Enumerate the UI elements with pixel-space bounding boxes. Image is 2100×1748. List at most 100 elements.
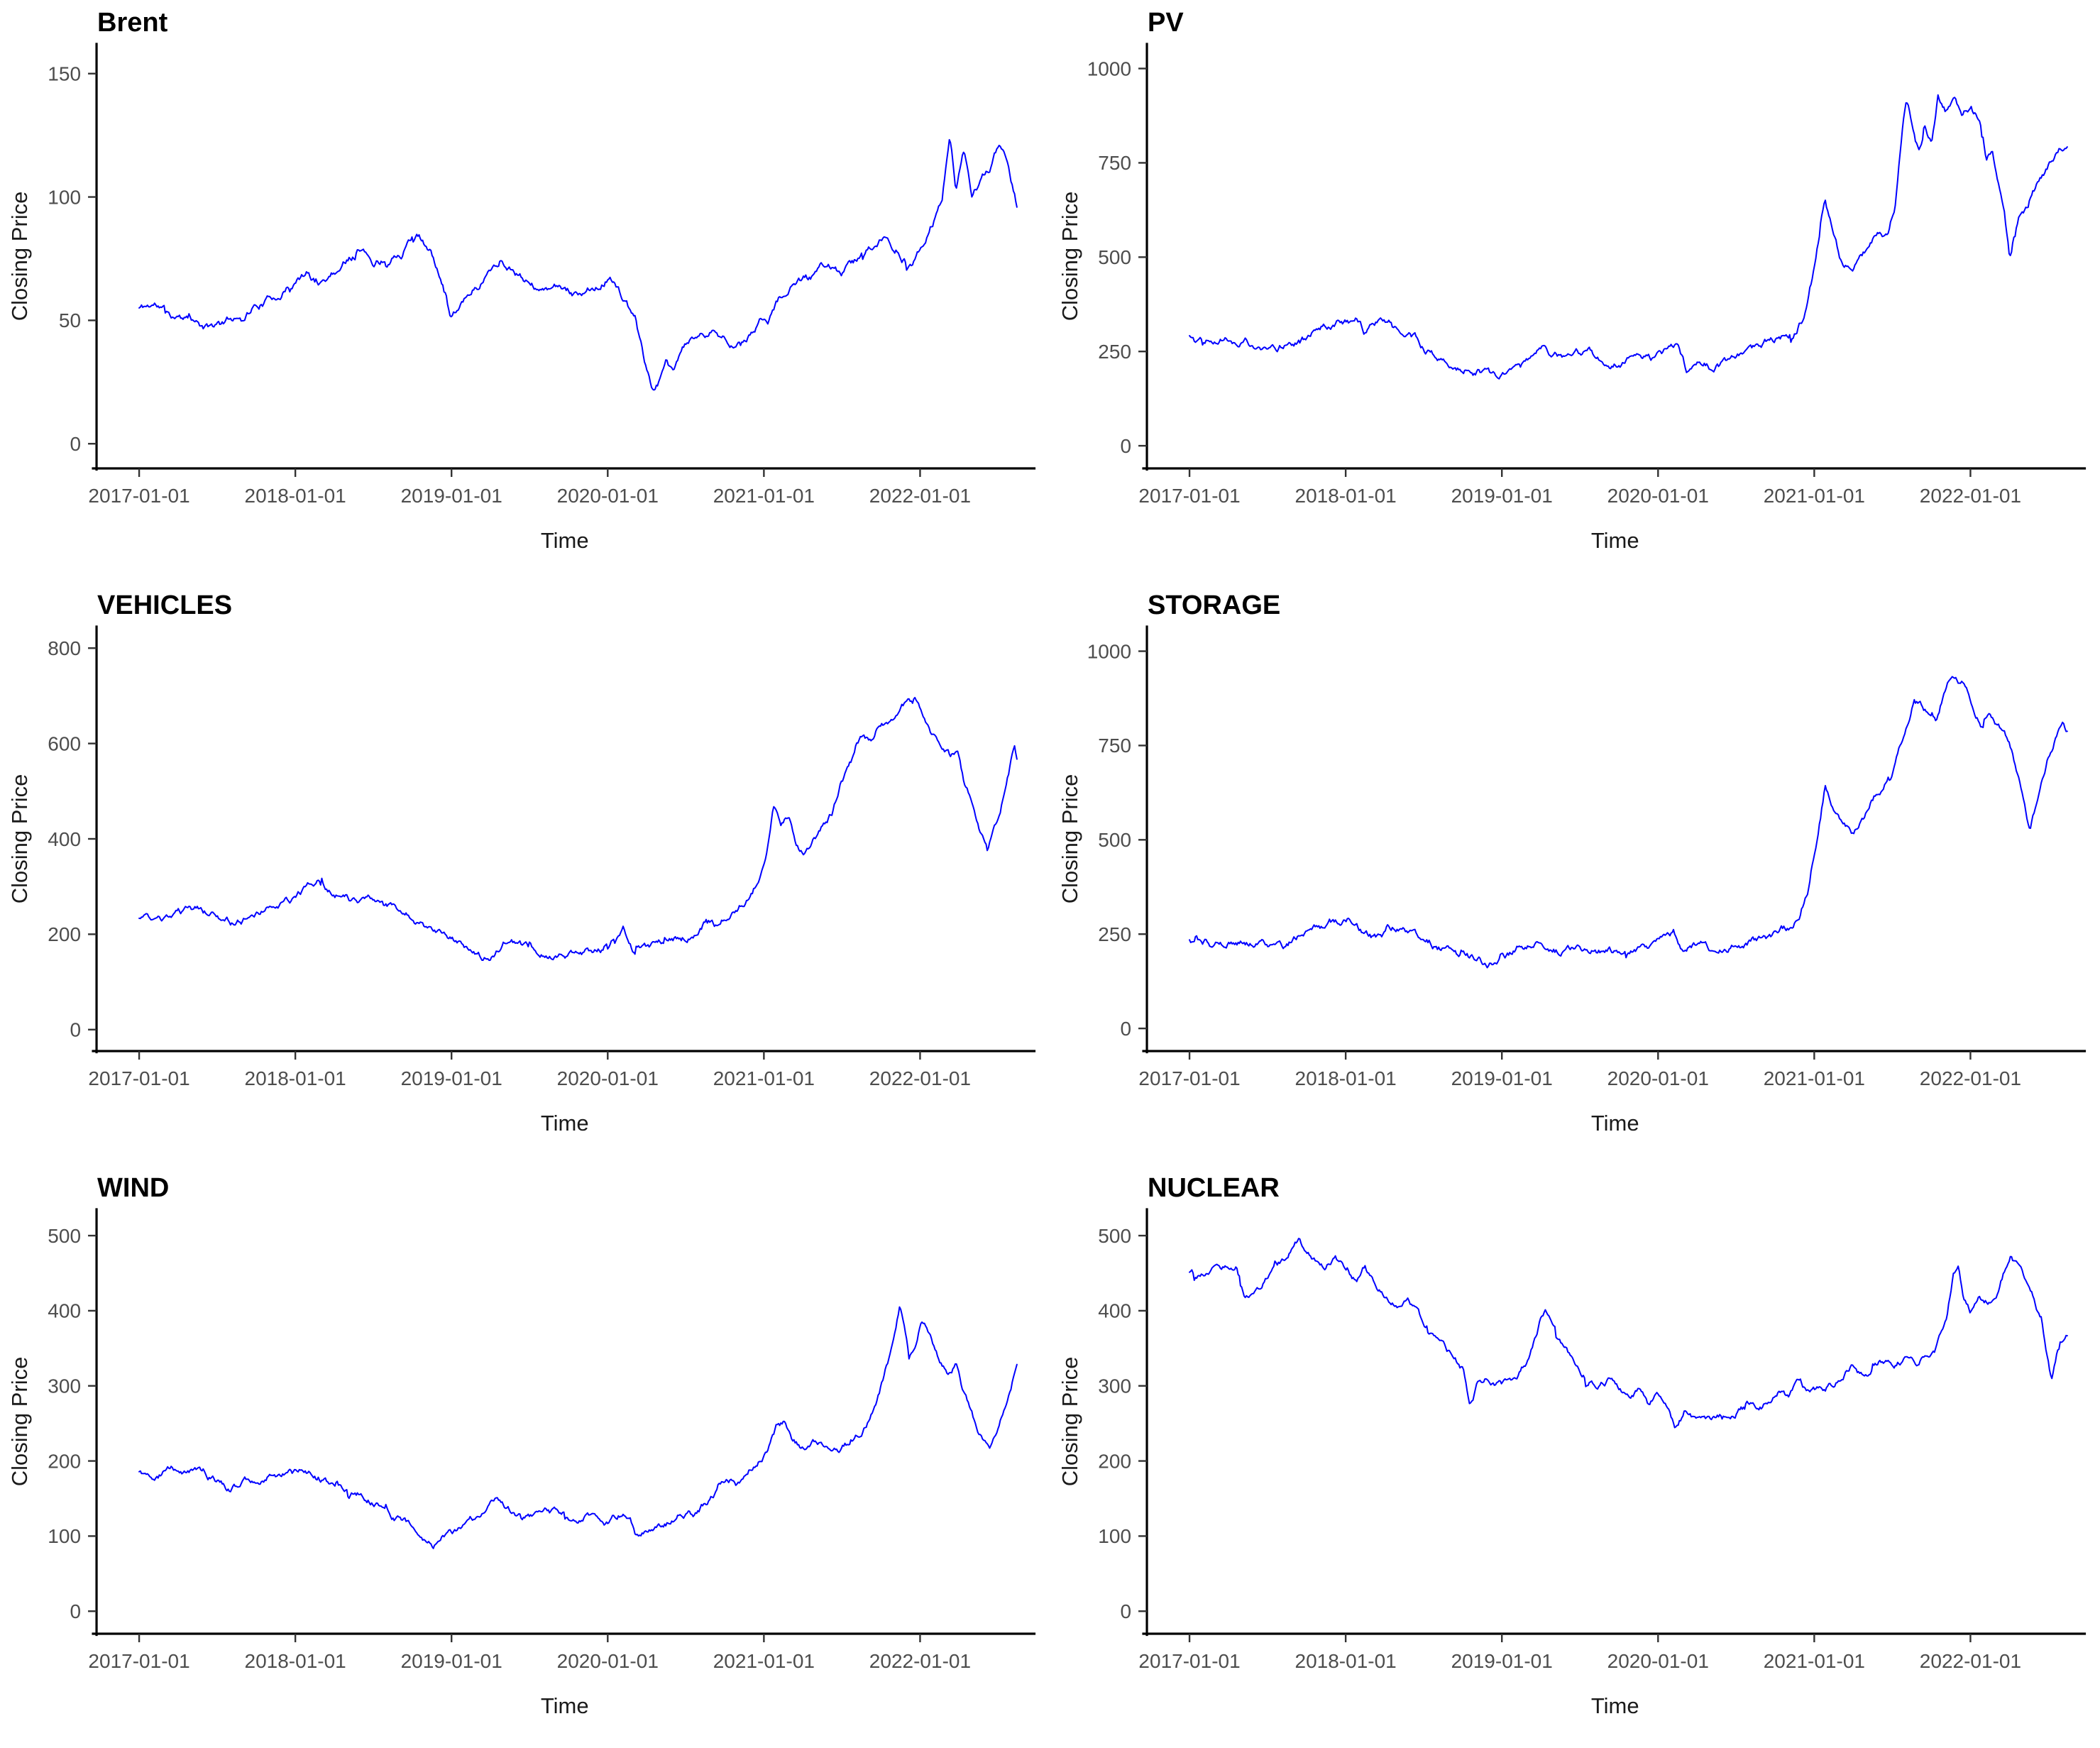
y-tick-label: 0 bbox=[70, 1019, 81, 1041]
x-tick-label: 2021-01-01 bbox=[1763, 1067, 1864, 1089]
chart-title: PV bbox=[1148, 8, 1184, 38]
y-tick-label: 150 bbox=[48, 63, 81, 85]
x-axis-title: Time bbox=[541, 1111, 589, 1136]
y-tick-label: 600 bbox=[48, 732, 81, 754]
chart-svg: 0 250 500 750 1000 2017-01-01 2018-01-01 2019-0… bbox=[1057, 590, 2086, 1136]
x-tick-label: 2021-01-01 bbox=[713, 485, 815, 507]
y-tick-label: 400 bbox=[1098, 1300, 1131, 1322]
x-tick-label: 2018-01-01 bbox=[245, 1650, 346, 1672]
chart-svg: 0 200 400 600 800 2017-01-01 2018-01-01 2019-01… bbox=[7, 590, 1036, 1136]
series-line bbox=[1188, 676, 2068, 969]
x-tick-label: 2020-01-01 bbox=[557, 1067, 659, 1089]
x-tick-label: 2019-01-01 bbox=[401, 1650, 502, 1672]
y-axis-title: Closing Price bbox=[1057, 774, 1082, 904]
series-line bbox=[138, 696, 1018, 962]
series-line bbox=[1188, 1238, 2068, 1429]
x-axis-title: Time bbox=[1590, 528, 1639, 553]
chart-panel: 0 100 200 300 400 500 2017-01-01 2018-01-01 2019… bbox=[1050, 1165, 2100, 1748]
y-tick-label: 50 bbox=[59, 309, 81, 331]
x-axis-title: Time bbox=[541, 528, 589, 553]
chart-title: WIND bbox=[97, 1173, 169, 1203]
y-tick-label: 300 bbox=[48, 1375, 81, 1397]
y-tick-label: 200 bbox=[1098, 1450, 1131, 1472]
x-tick-label: 2019-01-01 bbox=[1451, 1067, 1552, 1089]
y-axis-title: Closing Price bbox=[7, 774, 32, 904]
y-tick-label: 300 bbox=[1098, 1375, 1131, 1397]
y-tick-label: 400 bbox=[48, 828, 81, 850]
x-tick-label: 2022-01-01 bbox=[869, 485, 971, 507]
x-tick-label: 2018-01-01 bbox=[1294, 1650, 1396, 1672]
x-tick-label: 2022-01-01 bbox=[1919, 1650, 2021, 1672]
chart-panel: 0 250 500 750 1000 2017-01-01 2018-01-01 2019-0… bbox=[1050, 0, 2100, 583]
chart-title: STORAGE bbox=[1148, 590, 1280, 620]
y-tick-label: 500 bbox=[48, 1225, 81, 1247]
y-tick-label: 800 bbox=[48, 637, 81, 659]
y-tick-label: 0 bbox=[1120, 1600, 1131, 1622]
y-tick-label: 1000 bbox=[1087, 57, 1131, 79]
y-tick-label: 500 bbox=[1098, 829, 1131, 851]
y-tick-label: 100 bbox=[1098, 1525, 1131, 1547]
x-axis-title: Time bbox=[541, 1693, 589, 1718]
x-tick-label: 2021-01-01 bbox=[713, 1067, 815, 1089]
x-tick-label: 2018-01-01 bbox=[1294, 1067, 1396, 1089]
x-tick-label: 2019-01-01 bbox=[401, 485, 502, 507]
x-tick-label: 2022-01-01 bbox=[869, 1650, 971, 1672]
x-tick-label: 2021-01-01 bbox=[1763, 485, 1864, 507]
chart-svg: 0 100 200 300 400 500 2017-01-01 2018-01-01 2019… bbox=[1057, 1173, 2086, 1718]
y-axis-title: Closing Price bbox=[7, 1357, 32, 1487]
chart-panel: 0 100 200 300 400 500 2017-01-01 2018-01-01 2019… bbox=[0, 1165, 1050, 1748]
x-tick-label: 2017-01-01 bbox=[88, 1067, 189, 1089]
y-tick-label: 250 bbox=[1098, 923, 1131, 945]
y-tick-label: 750 bbox=[1098, 735, 1131, 757]
x-tick-label: 2021-01-01 bbox=[713, 1650, 815, 1672]
x-tick-label: 2017-01-01 bbox=[1138, 1067, 1240, 1089]
x-tick-label: 2022-01-01 bbox=[1919, 485, 2021, 507]
y-tick-label: 400 bbox=[48, 1300, 81, 1322]
x-tick-label: 2020-01-01 bbox=[1607, 1650, 1708, 1672]
chart-svg: 0 250 500 750 1000 2017-01-01 2018-01-01 2019-0… bbox=[1057, 8, 2086, 553]
chart-title: VEHICLES bbox=[97, 590, 232, 620]
x-tick-label: 2020-01-01 bbox=[557, 1650, 659, 1672]
series-line bbox=[138, 1306, 1018, 1549]
x-tick-label: 2020-01-01 bbox=[557, 485, 659, 507]
y-axis-title: Closing Price bbox=[7, 192, 32, 321]
x-tick-label: 2017-01-01 bbox=[1138, 485, 1240, 507]
x-tick-label: 2017-01-01 bbox=[88, 485, 189, 507]
x-tick-label: 2020-01-01 bbox=[1607, 485, 1708, 507]
y-tick-label: 0 bbox=[70, 1600, 81, 1622]
x-tick-label: 2021-01-01 bbox=[1763, 1650, 1864, 1672]
y-tick-label: 500 bbox=[1098, 246, 1131, 268]
y-tick-label: 100 bbox=[48, 186, 81, 208]
x-tick-label: 2017-01-01 bbox=[1138, 1650, 1240, 1672]
x-tick-label: 2019-01-01 bbox=[401, 1067, 502, 1089]
y-tick-label: 200 bbox=[48, 1450, 81, 1472]
y-tick-label: 0 bbox=[1120, 435, 1131, 457]
chart-panel: 0 50 100 150 2017-01-01 2018-01-01 2019-01-01 2… bbox=[0, 0, 1050, 583]
y-tick-label: 200 bbox=[48, 923, 81, 945]
y-tick-label: 250 bbox=[1098, 341, 1131, 363]
x-axis-title: Time bbox=[1590, 1111, 1639, 1136]
chart-svg: 0 100 200 300 400 500 2017-01-01 2018-01-01 2019… bbox=[7, 1173, 1036, 1718]
y-axis-title: Closing Price bbox=[1057, 192, 1082, 321]
x-axis-title: Time bbox=[1590, 1693, 1639, 1718]
x-tick-label: 2020-01-01 bbox=[1607, 1067, 1708, 1089]
series-line bbox=[138, 138, 1018, 391]
x-tick-label: 2019-01-01 bbox=[1451, 485, 1552, 507]
y-axis-title: Closing Price bbox=[1057, 1357, 1082, 1487]
x-tick-label: 2018-01-01 bbox=[1294, 485, 1396, 507]
x-tick-label: 2022-01-01 bbox=[869, 1067, 971, 1089]
chart-panel: 0 250 500 750 1000 2017-01-01 2018-01-01 2019-0… bbox=[1050, 583, 2100, 1165]
y-tick-label: 0 bbox=[70, 433, 81, 455]
x-tick-label: 2018-01-01 bbox=[245, 1067, 346, 1089]
x-tick-label: 2019-01-01 bbox=[1451, 1650, 1552, 1672]
y-tick-label: 750 bbox=[1098, 152, 1131, 174]
x-tick-label: 2022-01-01 bbox=[1919, 1067, 2021, 1089]
y-tick-label: 0 bbox=[1120, 1018, 1131, 1040]
y-tick-label: 100 bbox=[48, 1525, 81, 1547]
chart-svg: 0 50 100 150 2017-01-01 2018-01-01 2019-01-01 2… bbox=[7, 8, 1036, 553]
chart-title: NUCLEAR bbox=[1148, 1173, 1280, 1203]
y-tick-label: 1000 bbox=[1087, 640, 1131, 662]
x-tick-label: 2018-01-01 bbox=[245, 485, 346, 507]
chart-title: Brent bbox=[97, 8, 168, 38]
